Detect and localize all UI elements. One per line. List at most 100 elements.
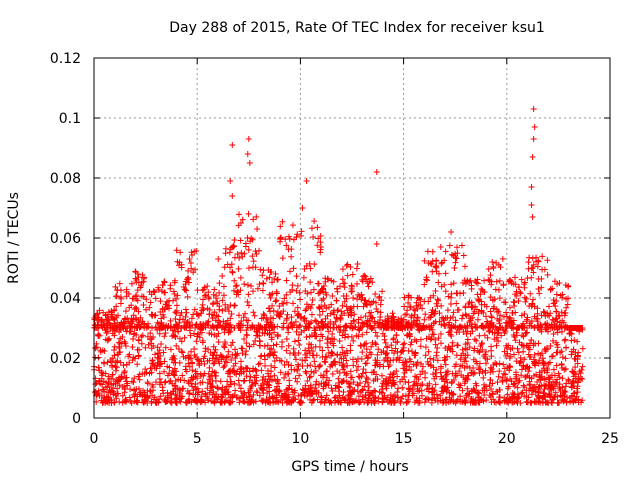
data-point [510,381,517,388]
data-point [433,366,440,373]
data-point [201,360,208,367]
data-point [556,313,563,320]
data-point [360,366,367,373]
data-point [243,394,250,401]
data-point [235,211,242,218]
data-point [136,319,143,326]
data-point [402,358,409,365]
data-point [546,359,553,366]
data-point [223,321,230,328]
data-point [553,308,560,315]
data-point [464,336,471,343]
data-point [482,348,489,355]
data-point [201,370,208,377]
data-point [136,376,143,383]
data-point [451,264,458,271]
data-point [377,309,384,316]
data-point [382,355,389,362]
data-point [342,322,349,329]
data-point [170,354,177,361]
data-point [421,316,428,323]
data-point [511,274,518,281]
data-point [341,298,348,305]
data-point [371,387,378,394]
data-point [499,255,506,262]
data-point [384,324,391,331]
data-point [490,305,497,312]
data-point [134,361,141,368]
data-point [425,298,432,305]
data-point [403,332,410,339]
data-point [227,328,234,335]
data-point [263,384,270,391]
data-point [354,381,361,388]
data-point [448,380,455,387]
data-point [147,330,154,337]
data-point [514,399,521,406]
data-point [152,324,159,331]
data-point [280,308,287,315]
data-point [272,298,279,305]
data-point [489,390,496,397]
data-point [478,285,485,292]
data-point [182,306,189,313]
data-point [550,297,557,304]
data-point [529,301,536,308]
data-point [316,337,323,344]
data-point [227,302,234,309]
data-point [570,397,577,404]
data-point [290,236,297,243]
data-point [422,370,429,377]
data-point [340,355,347,362]
data-point [568,351,575,358]
data-point [145,341,152,348]
data-point [379,372,386,379]
data-point [95,390,102,397]
data-point [227,321,234,328]
data-point [393,356,400,363]
data-point [240,322,247,329]
data-point [550,330,557,337]
data-point [417,371,424,378]
data-point [259,398,266,405]
data-point [285,233,292,240]
data-point [130,379,137,386]
data-point [153,396,160,403]
data-point [476,360,483,367]
data-point [571,337,578,344]
data-point [438,388,445,395]
data-point [268,268,275,275]
data-point [226,368,233,375]
data-point [307,265,314,272]
data-point [157,298,164,305]
data-point [511,302,518,309]
data-point [162,396,169,403]
data-point [474,324,481,331]
data-point [388,342,395,349]
data-point [318,394,325,401]
data-point [250,365,257,372]
data-point [183,287,190,294]
data-point [211,309,218,316]
data-point [303,370,310,377]
data-point [458,372,465,379]
data-point [250,216,257,223]
data-point [135,353,142,360]
data-point [245,136,252,142]
data-point [399,393,406,400]
data-point [503,342,510,349]
data-point [120,324,127,331]
data-point [535,324,542,331]
data-point [318,303,325,310]
data-point [131,375,138,382]
data-point [104,320,111,327]
data-point [167,282,174,289]
data-point [471,321,478,328]
data-point [411,336,418,343]
data-point [388,323,395,330]
data-point [209,384,216,391]
data-point [288,246,295,253]
data-point [553,291,560,298]
data-point [557,292,564,299]
data-point [463,394,470,401]
